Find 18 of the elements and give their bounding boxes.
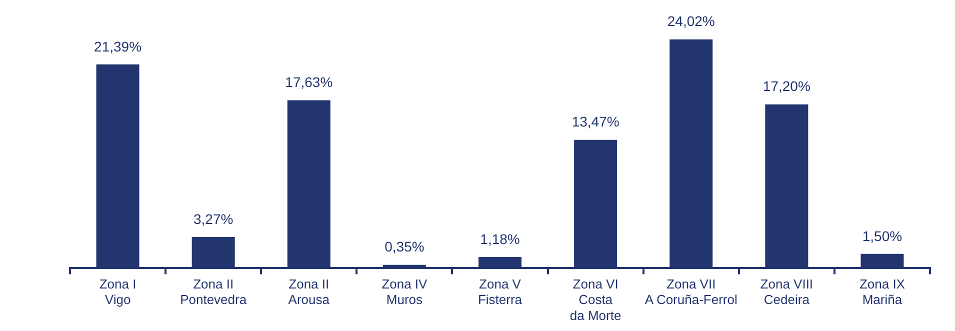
data-label: 17,63% [285,74,333,90]
data-label: 24,02% [667,13,715,30]
data-label: 0,35% [384,238,424,255]
x-tick-label: Zona IX Mariña [859,276,906,308]
x-tick-label: Zona VIII Cedeira [760,276,814,308]
data-label: 1,50% [862,228,902,244]
x-tick-label: Zona VI Costa da Morte [570,276,622,323]
x-tick-label: Zona II Pontevedra [180,276,248,308]
data-label: 1,18% [480,230,520,247]
data-label: 21,39% [94,38,142,54]
data-label: 13,47% [572,114,620,130]
data-label: 17,20% [762,78,810,94]
data-label: 3,27% [193,210,234,227]
x-tick-label: Zona II Arousa [288,276,330,308]
x-tick-label: Zona V Fisterra [478,276,523,308]
x-tick-label: Zona I Vigo [99,276,136,308]
x-tick-label: Zona IV Muros [382,276,428,308]
x-tick-label: Zona VII A Coruña-Ferrol [644,276,738,308]
